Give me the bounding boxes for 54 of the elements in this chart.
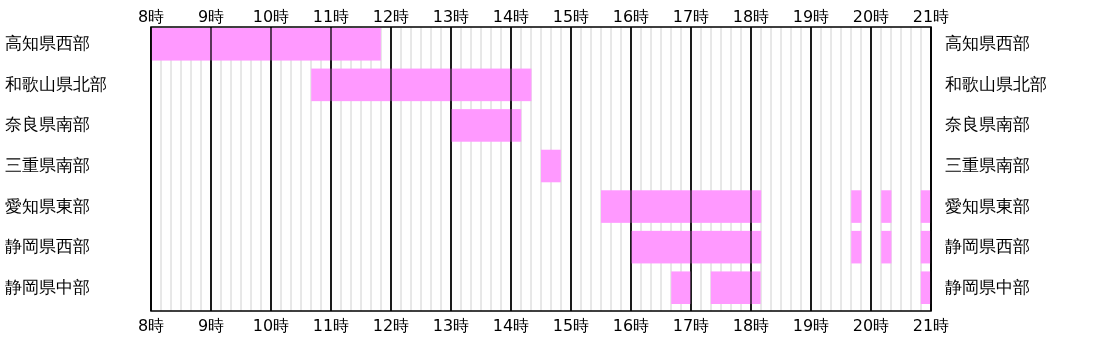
x-tick-label: 20時 [852, 7, 890, 26]
x2-tick-label: 20時 [852, 316, 890, 335]
x-tick-label: 18時 [732, 7, 770, 26]
x2-tick-label: 16時 [612, 316, 650, 335]
x-tick-label: 17時 [672, 7, 710, 26]
x2-tick-label: 19時 [792, 316, 830, 335]
x2-tick-label: 8時 [137, 316, 165, 335]
bar [541, 149, 561, 183]
x2-tick-label: 14時 [492, 316, 530, 335]
y2-tick-label: 静岡県中部 [5, 276, 90, 297]
x-tick-label: 8時 [137, 7, 165, 26]
bar [881, 190, 892, 223]
y-tick-label: 三重県南部 [945, 155, 1030, 175]
y-tick-label: 和歌山県北部 [945, 73, 1047, 94]
y-tick-label: 奈良県南部 [945, 114, 1030, 135]
x2-tick-label: 10時 [252, 316, 290, 335]
x2-tick-label: 15時 [552, 316, 590, 335]
x-tick-label: 10時 [252, 7, 290, 26]
y-tick-label: 静岡県中部 [945, 276, 1030, 297]
y2-tick-label: 静岡県西部 [5, 236, 90, 257]
bar [631, 230, 762, 264]
bar [601, 190, 762, 223]
x2-tick-label: 13時 [432, 316, 470, 335]
x-tick-label: 15時 [552, 7, 590, 26]
bar [671, 271, 691, 304]
x-tick-label: 11時 [312, 7, 350, 26]
x-tick-label: 14時 [492, 7, 530, 26]
x-tick-label: 13時 [432, 7, 470, 26]
bar [311, 68, 532, 102]
x-tick-label: 19時 [792, 7, 830, 26]
x-tick-label: 16時 [612, 7, 650, 26]
y2-tick-label: 愛知県東部 [5, 195, 90, 216]
bar [451, 109, 522, 142]
x2-tick-label: 11時 [312, 316, 350, 335]
bar [881, 230, 892, 264]
y-tick-label: 高知県西部 [945, 33, 1030, 54]
y2-tick-label: 和歌山県北部 [5, 73, 107, 94]
x-tick-label: 9時 [197, 7, 225, 26]
y2-tick-label: 奈良県南部 [5, 114, 90, 135]
y-tick-label: 愛知県東部 [945, 195, 1030, 216]
bar [851, 230, 862, 264]
y2-tick-label: 三重県南部 [5, 155, 90, 175]
bar [151, 28, 381, 61]
y2-tick-label: 高知県西部 [5, 33, 90, 54]
x-tick-label: 12時 [372, 7, 410, 26]
y-tick-label: 静岡県西部 [945, 236, 1030, 257]
x2-tick-label: 18時 [732, 316, 770, 335]
x-tick-label: 21時 [912, 7, 950, 26]
bar [851, 190, 862, 223]
x2-tick-label: 21時 [912, 316, 950, 335]
x2-tick-label: 9時 [197, 316, 225, 335]
x2-tick-label: 17時 [672, 316, 710, 335]
x2-tick-label: 12時 [372, 316, 410, 335]
bar [710, 271, 761, 304]
